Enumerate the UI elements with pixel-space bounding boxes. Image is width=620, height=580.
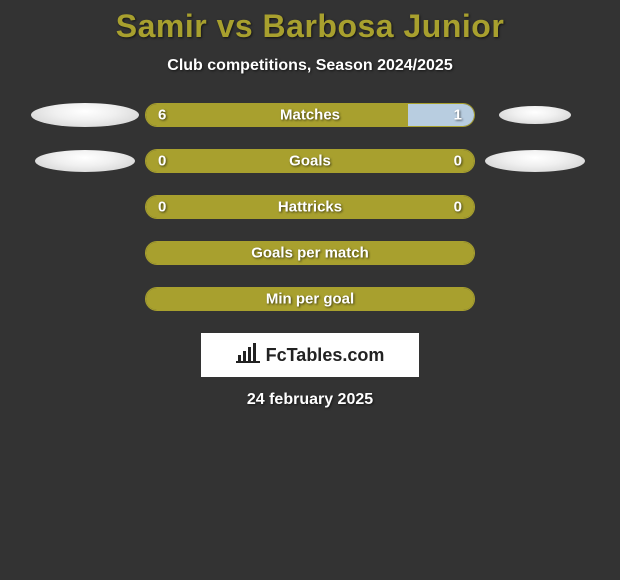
stat-row: Goals per match <box>0 241 620 265</box>
stat-bar: 6 1 Matches <box>145 103 475 127</box>
generated-date: 24 february 2025 <box>0 391 620 409</box>
stat-value-right: 0 <box>454 199 462 216</box>
stat-label: Min per goal <box>266 291 354 308</box>
ellipse-right-holder <box>475 150 595 172</box>
stat-bar: 0 0 Hattricks <box>145 195 475 219</box>
stat-value-left: 0 <box>158 199 166 216</box>
stat-value-left: 6 <box>158 107 166 124</box>
stat-rows-container: 6 1 Matches 0 0 Goals 0 0 Hattricks Goals per mat… <box>0 103 620 311</box>
page-subtitle: Club competitions, Season 2024/2025 <box>0 57 620 75</box>
stat-row: Min per goal <box>0 287 620 311</box>
player-ellipse-left <box>35 150 135 172</box>
page-title: Samir vs Barbosa Junior <box>0 8 620 45</box>
stat-bar: Goals per match <box>145 241 475 265</box>
player-ellipse-right <box>485 150 585 172</box>
stat-bar: Min per goal <box>145 287 475 311</box>
stat-value-left: 0 <box>158 153 166 170</box>
stat-value-right: 0 <box>454 153 462 170</box>
stat-label: Hattricks <box>278 199 342 216</box>
ellipse-left-holder <box>25 103 145 127</box>
stat-bar: 0 0 Goals <box>145 149 475 173</box>
ellipse-right-holder <box>475 106 595 124</box>
logo-text: FcTables.com <box>266 345 385 366</box>
stat-row: 6 1 Matches <box>0 103 620 127</box>
player-ellipse-right <box>499 106 571 124</box>
stat-label: Matches <box>280 107 340 124</box>
bar-fill-right <box>408 104 474 126</box>
stat-label: Goals <box>289 153 331 170</box>
stat-value-right: 1 <box>454 107 462 124</box>
stat-label: Goals per match <box>251 245 369 262</box>
stat-row: 0 0 Goals <box>0 149 620 173</box>
fctables-logo[interactable]: FcTables.com <box>201 333 419 377</box>
chart-icon <box>236 343 260 368</box>
stats-comparison-card: Samir vs Barbosa Junior Club competition… <box>0 0 620 409</box>
player-ellipse-left <box>31 103 139 127</box>
stat-row: 0 0 Hattricks <box>0 195 620 219</box>
bar-fill-left <box>146 104 408 126</box>
ellipse-left-holder <box>25 150 145 172</box>
